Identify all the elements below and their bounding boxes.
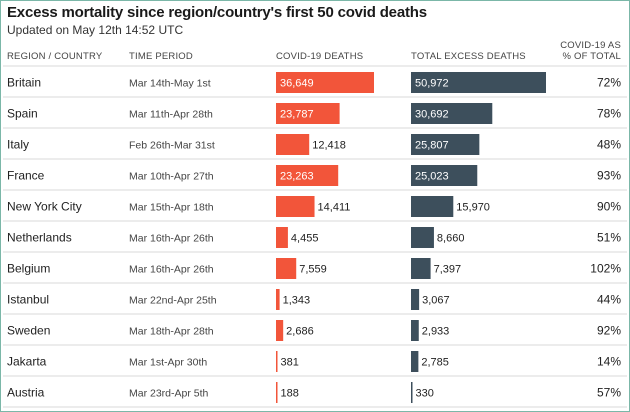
period-label: Mar 15th-Apr 18th bbox=[129, 202, 214, 214]
region-label: Sweden bbox=[7, 324, 50, 338]
excess-deaths-label: 2,933 bbox=[422, 326, 450, 338]
covid-deaths-bar bbox=[276, 165, 339, 186]
excess-deaths-label: 7,397 bbox=[434, 264, 462, 276]
period-label: Feb 26th-Mar 31st bbox=[129, 140, 215, 152]
chart-title: Excess mortality since region/country's … bbox=[7, 4, 427, 21]
region-label: Istanbul bbox=[7, 293, 49, 307]
region-label: Britain bbox=[7, 76, 41, 90]
covid-deaths-label: 4,455 bbox=[291, 233, 319, 245]
region-label: Belgium bbox=[7, 262, 50, 276]
pct-of-total-label: 48% bbox=[597, 138, 621, 152]
pct-of-total-label: 93% bbox=[597, 169, 621, 183]
header-pct-line1: COVID-19 AS bbox=[560, 40, 621, 51]
pct-of-total-label: 44% bbox=[597, 293, 621, 307]
excess-deaths-bar bbox=[411, 72, 546, 93]
covid-deaths-label: 23,263 bbox=[280, 171, 314, 183]
covid-deaths-label: 23,787 bbox=[280, 109, 314, 121]
header-period: TIME PERIOD bbox=[129, 51, 193, 62]
excess-deaths-label: 3,067 bbox=[422, 295, 450, 307]
period-label: Mar 11th-Apr 28th bbox=[129, 109, 213, 121]
period-label: Mar 16th-Apr 26th bbox=[129, 233, 214, 245]
header-pct-of-total: COVID-19 AS % OF TOTAL bbox=[531, 40, 621, 62]
pct-of-total-label: 72% bbox=[597, 76, 621, 90]
period-label: Mar 23rd-Apr 5th bbox=[129, 388, 209, 400]
covid-deaths-bar bbox=[276, 227, 288, 248]
covid-deaths-label: 188 bbox=[281, 388, 299, 400]
pct-of-total-label: 14% bbox=[597, 355, 621, 369]
chart-subtitle: Updated on May 12th 14:52 UTC bbox=[7, 23, 184, 37]
excess-deaths-bar bbox=[411, 134, 480, 155]
header-region: REGION / COUNTRY bbox=[7, 51, 103, 62]
excess-deaths-label: 2,785 bbox=[421, 357, 449, 369]
pct-of-total-label: 102% bbox=[590, 262, 621, 276]
excess-deaths-label: 8,660 bbox=[437, 233, 465, 245]
covid-deaths-label: 12,418 bbox=[312, 140, 346, 152]
covid-deaths-bar bbox=[276, 103, 340, 124]
region-label: Jakarta bbox=[7, 355, 47, 369]
region-label: Austria bbox=[7, 386, 45, 400]
header-pct-line2: % OF TOTAL bbox=[562, 51, 621, 62]
covid-deaths-label: 381 bbox=[281, 357, 299, 369]
excess-deaths-bar bbox=[411, 289, 420, 310]
covid-deaths-label: 7,559 bbox=[299, 264, 327, 276]
excess-deaths-label: 50,972 bbox=[415, 78, 449, 90]
excess-deaths-bar bbox=[411, 382, 413, 403]
covid-deaths-bar bbox=[276, 72, 374, 93]
covid-deaths-label: 14,411 bbox=[318, 202, 351, 214]
covid-deaths-bar bbox=[276, 351, 278, 372]
excess-deaths-bar bbox=[411, 103, 493, 124]
excess-deaths-label: 25,807 bbox=[415, 140, 449, 152]
covid-deaths-label: 1,343 bbox=[283, 295, 311, 307]
covid-deaths-label: 36,649 bbox=[280, 78, 314, 90]
covid-deaths-bar bbox=[276, 196, 315, 217]
period-label: Mar 22nd-Apr 25th bbox=[129, 295, 217, 307]
excess-deaths-bar bbox=[411, 258, 431, 279]
period-label: Mar 18th-Apr 28th bbox=[129, 326, 214, 338]
pct-of-total-label: 78% bbox=[597, 107, 621, 121]
pct-of-total-label: 92% bbox=[597, 324, 621, 338]
covid-deaths-label: 2,686 bbox=[286, 326, 314, 338]
period-label: Mar 14th-May 1st bbox=[129, 78, 211, 90]
excess-deaths-bar bbox=[411, 320, 419, 341]
region-label: France bbox=[7, 169, 45, 183]
covid-deaths-bar bbox=[276, 258, 297, 279]
period-label: Mar 10th-Apr 27th bbox=[129, 171, 214, 183]
excess-deaths-label: 30,692 bbox=[415, 109, 449, 121]
region-label: Netherlands bbox=[7, 231, 72, 245]
covid-deaths-bar bbox=[276, 382, 278, 403]
period-label: Mar 16th-Apr 26th bbox=[129, 264, 214, 276]
region-label: Italy bbox=[7, 138, 29, 152]
period-label: Mar 1st-Apr 30th bbox=[129, 357, 207, 369]
pct-of-total-label: 90% bbox=[597, 200, 621, 214]
excess-deaths-bar bbox=[411, 351, 419, 372]
pct-of-total-label: 57% bbox=[597, 386, 621, 400]
pct-of-total-label: 51% bbox=[597, 231, 621, 245]
excess-deaths-label: 15,970 bbox=[456, 202, 490, 214]
excess-deaths-bar bbox=[411, 227, 434, 248]
region-label: New York City bbox=[7, 200, 82, 214]
excess-deaths-label: 25,023 bbox=[415, 171, 449, 183]
covid-deaths-bar bbox=[276, 289, 280, 310]
region-label: Spain bbox=[7, 107, 38, 121]
header-excess-deaths: TOTAL EXCESS DEATHS bbox=[411, 51, 526, 62]
covid-deaths-bar bbox=[276, 134, 310, 155]
excess-deaths-bar bbox=[411, 196, 454, 217]
covid-deaths-bar bbox=[276, 320, 284, 341]
excess-deaths-label: 330 bbox=[416, 388, 434, 400]
excess-deaths-bar bbox=[411, 165, 478, 186]
header-covid-deaths: COVID-19 DEATHS bbox=[276, 51, 364, 62]
